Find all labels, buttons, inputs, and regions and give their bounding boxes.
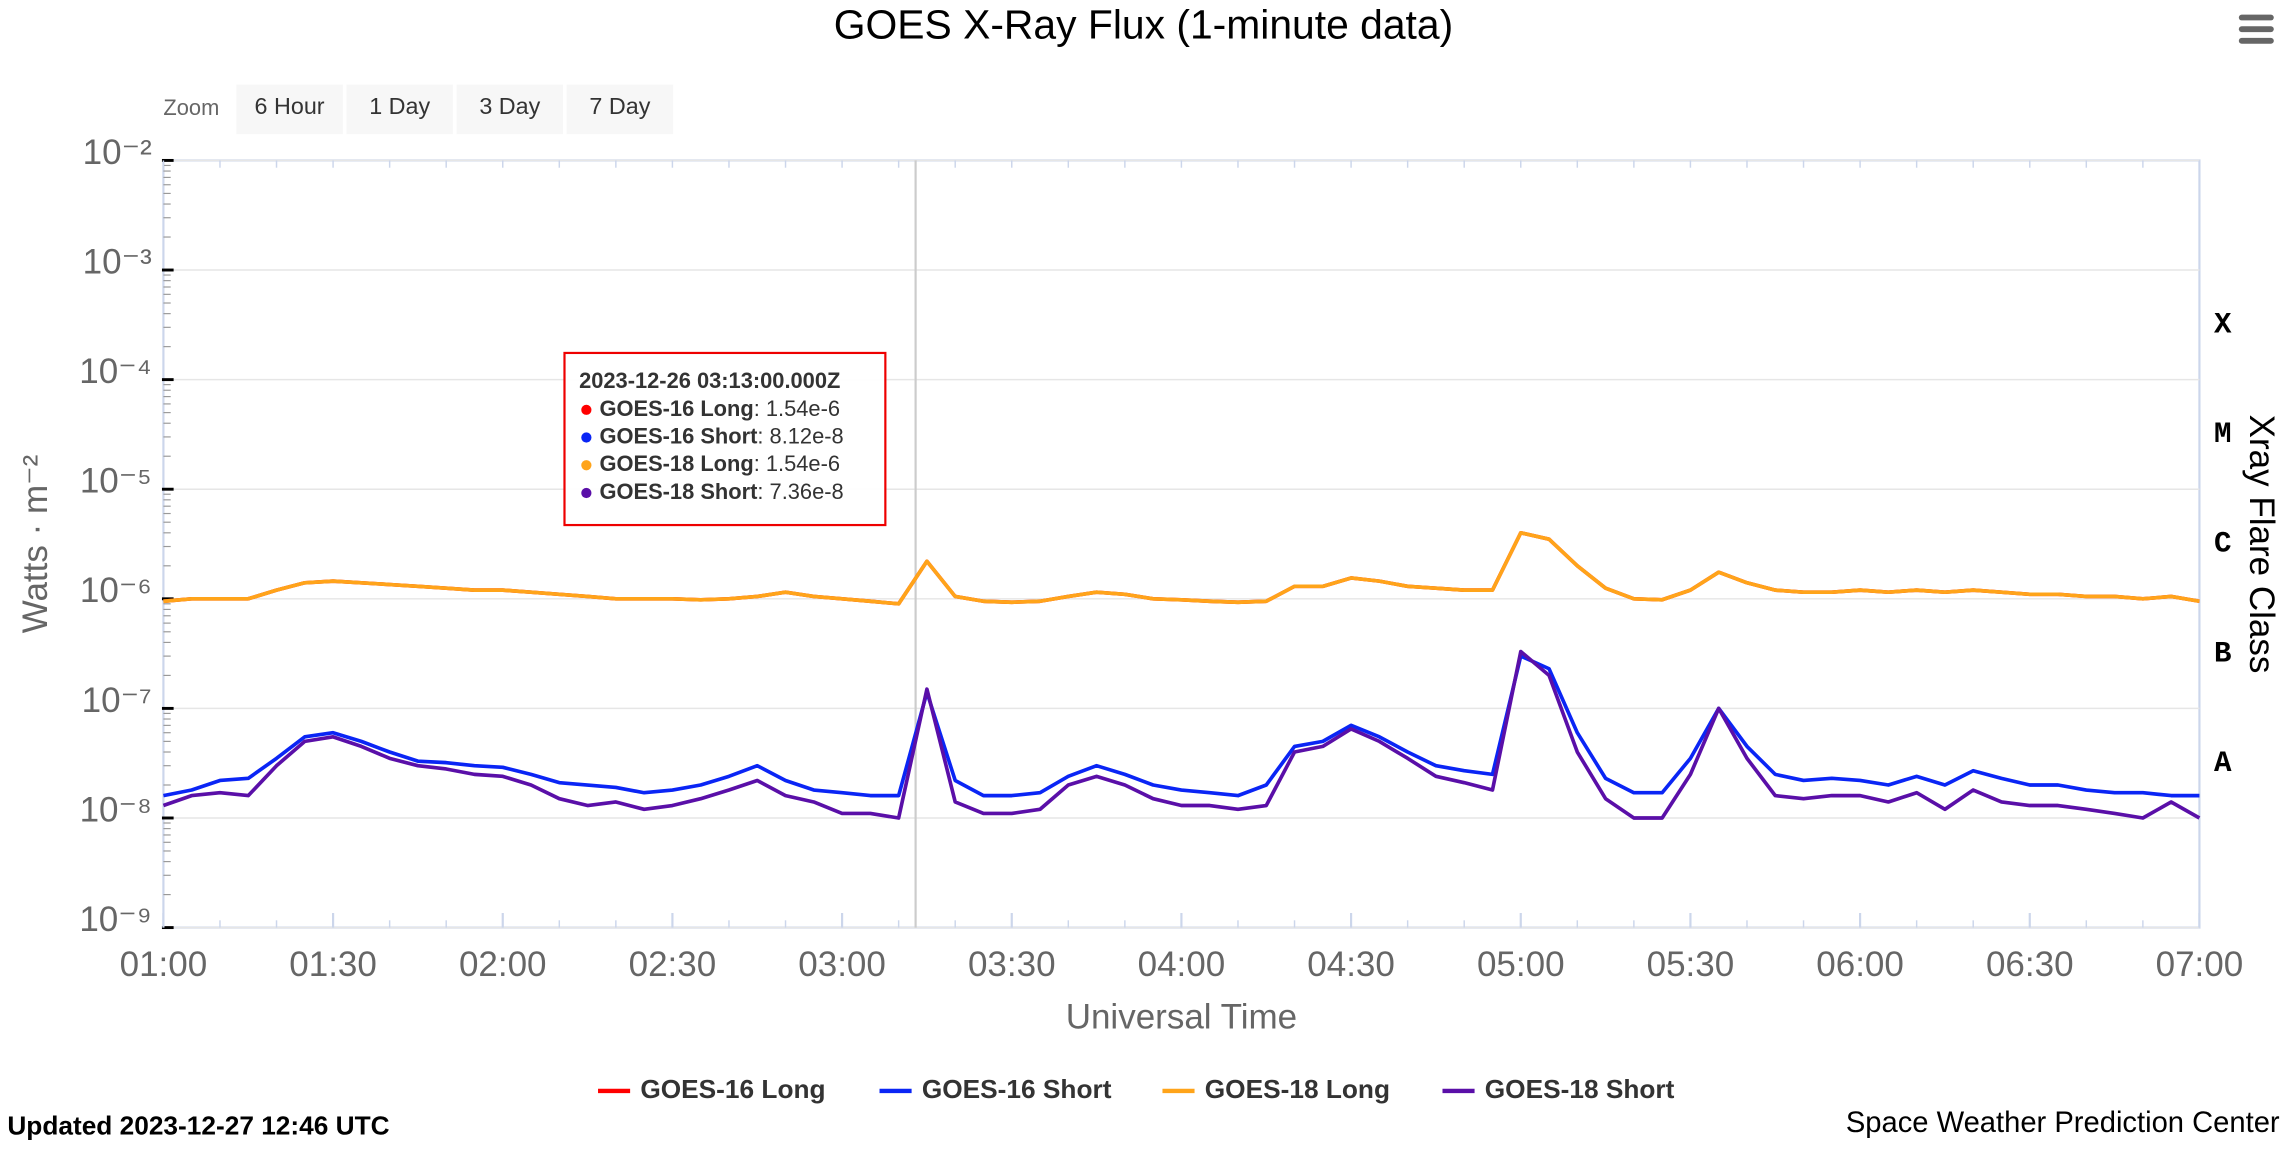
x-tick-label: 06:00 — [1816, 945, 1904, 984]
y-tick-label: 10⁻² — [83, 133, 152, 172]
tooltip-dot — [581, 432, 592, 443]
x-tick-label: 07:00 — [2156, 945, 2244, 984]
zoom-button-label: 1 Day — [369, 93, 430, 119]
zoom-button-label: 3 Day — [479, 93, 540, 119]
zoom-button-label: 6 Hour — [255, 93, 325, 119]
tooltip-row: GOES-18 Long: 1.54e-6 — [599, 451, 840, 476]
credit: Space Weather Prediction Center — [1846, 1107, 2280, 1139]
y-tick-label: 10⁻⁶ — [80, 571, 152, 610]
updated-note: Updated 2023-12-27 12:46 UTC — [7, 1110, 389, 1140]
zoom-button[interactable]: 6 Hour — [236, 84, 343, 135]
menu-bar — [2238, 14, 2274, 21]
y2-tick-label: C — [2214, 528, 2232, 561]
x-tick-label: 01:30 — [289, 945, 377, 984]
tooltip-series-name: GOES-16 Long — [599, 396, 753, 421]
y-tick-label: 10⁻⁹ — [79, 900, 151, 939]
legend-item[interactable]: GOES-18 Long — [1162, 1074, 1390, 1104]
x-tick-label: 03:00 — [798, 945, 886, 984]
x-tick-label: 03:30 — [968, 945, 1056, 984]
y-tick-label: 10⁻⁷ — [82, 681, 152, 720]
x-tick-label: 04:00 — [1138, 945, 1226, 984]
tooltip-dot — [581, 460, 592, 471]
series-line — [163, 654, 2200, 798]
x-axis-title: Universal Time — [1066, 998, 1297, 1037]
menu-bar — [2238, 26, 2274, 33]
tooltip-row: GOES-16 Short: 8.12e-8 — [599, 423, 843, 448]
y2-axis-title: Xray Flare Class — [2242, 415, 2281, 674]
legend-label: GOES-18 Long — [1205, 1074, 1390, 1104]
tooltip-box — [563, 351, 887, 527]
x-tick-label: 05:00 — [1477, 945, 1565, 984]
x-tick-label: 05:30 — [1647, 945, 1735, 984]
y-tick-label: 10⁻⁵ — [80, 462, 152, 501]
x-tick-label: 02:30 — [629, 945, 717, 984]
y2-tick-label: A — [2214, 747, 2232, 780]
zoom-button-bg — [346, 84, 453, 135]
tooltip: 2023-12-26 03:13:00.000Z GOES-16 Long: 1.… — [563, 351, 887, 527]
y-axis-title: Watts · m⁻² — [16, 455, 55, 634]
x-tick-label: 02:00 — [459, 945, 547, 984]
y2-tick-label: M — [2214, 418, 2232, 451]
series-line — [163, 530, 2200, 606]
legend-item[interactable]: GOES-18 Short — [1442, 1074, 1675, 1104]
tooltip-value: 1.54e-6 — [766, 396, 840, 421]
tooltip-row: GOES-18 Short: 7.36e-8 — [599, 479, 843, 504]
y2-tick-label: X — [2214, 309, 2232, 342]
legend-label: GOES-18 Short — [1485, 1074, 1675, 1104]
x-tick-label: 06:30 — [1986, 945, 2074, 984]
series-line — [162, 649, 2201, 820]
chart-title: GOES X-Ray Flux (1-minute data) — [834, 1, 1453, 47]
zoom-label: Zoom — [163, 95, 219, 120]
legend-label: GOES-16 Short — [922, 1074, 1112, 1104]
tooltip-row: GOES-16 Long: 1.54e-6 — [599, 396, 840, 421]
tooltip-series-name: GOES-18 Long — [599, 451, 753, 476]
tooltip-value: 8.12e-8 — [770, 423, 844, 448]
menu-bar — [2238, 37, 2274, 44]
zoom-button-label: 7 Day — [589, 93, 650, 119]
tooltip-sep: : — [754, 396, 766, 421]
zoom-button[interactable]: 1 Day — [346, 84, 453, 135]
tooltip-sep: : — [757, 479, 769, 504]
y-tick-label: 10⁻⁴ — [79, 352, 151, 391]
zoom-button-bg — [566, 84, 674, 135]
zoom-button-bg — [236, 84, 343, 135]
tooltip-dot — [581, 404, 592, 415]
tooltip-sep: : — [757, 423, 769, 448]
y-tick-label: 10⁻³ — [83, 242, 152, 281]
x-tick-label: 01:00 — [120, 945, 208, 984]
y2-tick-label: B — [2214, 637, 2232, 670]
tooltip-value: 7.36e-8 — [770, 479, 844, 504]
tooltip-value: 1.54e-6 — [766, 451, 840, 476]
x-tick-label: 04:30 — [1307, 945, 1395, 984]
y-tick-label: 10⁻⁸ — [80, 790, 152, 829]
zoom-button[interactable]: 7 Day — [566, 84, 674, 135]
tooltip-dot — [581, 487, 592, 499]
tooltip-series-name: GOES-18 Short — [599, 479, 758, 504]
legend-item[interactable]: GOES-16 Short — [879, 1074, 1112, 1104]
tooltip-series-name: GOES-16 Short — [599, 423, 758, 448]
menu-button[interactable] — [2238, 14, 2274, 44]
tooltip-time: 2023-12-26 03:13:00.000Z — [579, 368, 840, 393]
legend-item[interactable]: GOES-16 Long — [598, 1074, 826, 1104]
zoom-button-bg — [456, 84, 564, 135]
tooltip-sep: : — [754, 451, 766, 476]
legend-label: GOES-16 Long — [640, 1074, 825, 1104]
zoom-button[interactable]: 3 Day — [456, 84, 564, 135]
